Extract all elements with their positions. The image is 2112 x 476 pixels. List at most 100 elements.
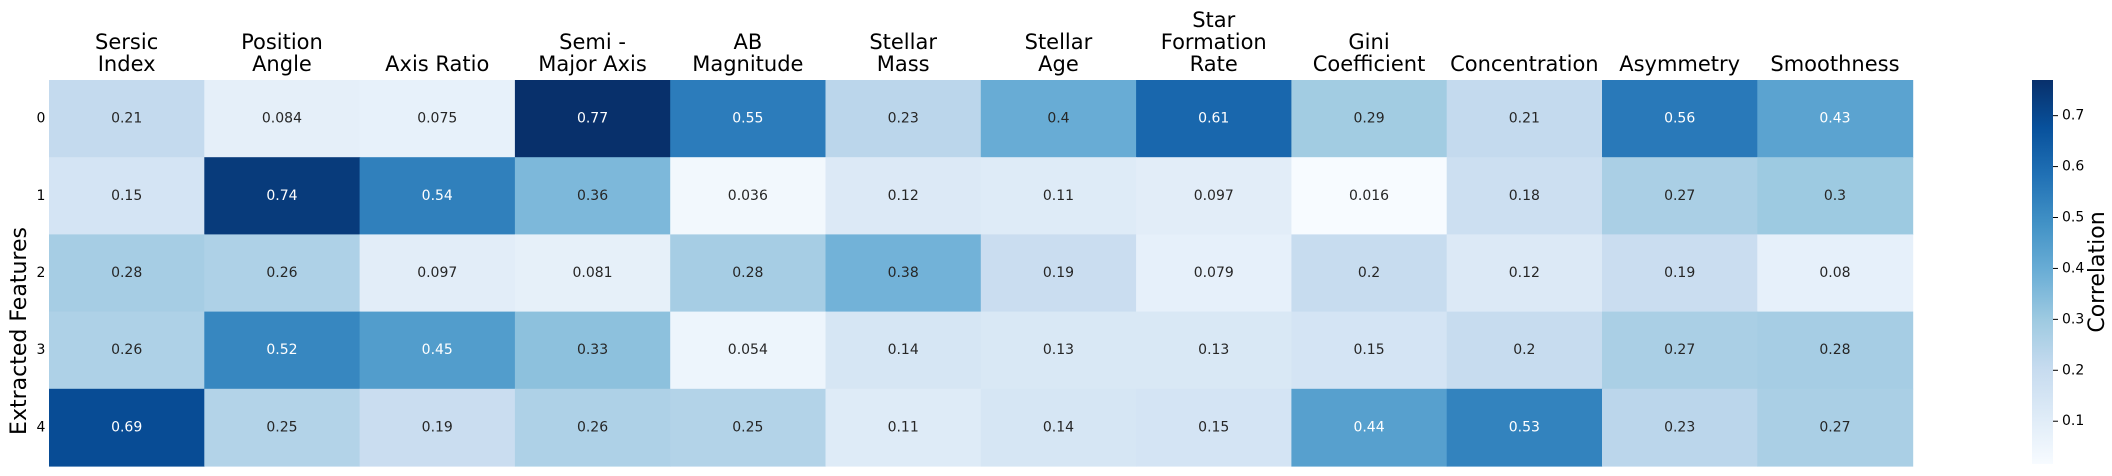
heatmap-cell [1602, 311, 1758, 390]
heatmap-cell [1602, 157, 1758, 235]
heatmap-cell [670, 234, 827, 313]
cell-value-label: 0.4 [1047, 111, 1069, 127]
heatmap-cell [1291, 388, 1448, 467]
heatmap-cell [1291, 234, 1448, 313]
heatmap-cell [1136, 157, 1292, 235]
heatmap-cell [1136, 80, 1292, 158]
cell-value-label: 0.097 [417, 265, 457, 281]
column-label: Stellar Age [1025, 30, 1093, 76]
heatmap-cell [1136, 311, 1292, 390]
heatmap-cell [825, 157, 982, 235]
heatmap-cell [825, 234, 982, 313]
heatmap-cell [670, 80, 827, 158]
heatmap-cell [1291, 311, 1448, 390]
cell-value-label: 0.36 [577, 188, 608, 204]
cell-value-label: 0.14 [1043, 419, 1074, 435]
cell-value-label: 0.26 [111, 342, 142, 358]
heatmap-cell [670, 157, 827, 235]
column-label: Asymmetry [1619, 52, 1740, 76]
row-label: 1 [37, 188, 46, 204]
heatmap-cell [514, 311, 671, 390]
heatmap-cell [670, 311, 827, 390]
column-label: Position Angle [241, 30, 323, 76]
heatmap-cell [980, 80, 1137, 158]
cell-value-label: 0.44 [1353, 419, 1384, 435]
heatmap-cell [980, 388, 1137, 467]
row-label: 4 [37, 419, 46, 435]
cell-value-label: 0.036 [728, 188, 768, 204]
colorbar: 0.1 0.2 0.3 0.4 0.5 0.6 0.7 [2032, 80, 2084, 464]
colorbar-tick-label: 0.1 [2062, 413, 2084, 429]
cell-value-label: 0.2 [1358, 265, 1380, 281]
heatmap-cell [1446, 311, 1603, 390]
column-labels: Sersic Index Position Angle Axis Ratio Semi -… [95, 8, 1899, 76]
cell-value-label: 0.28 [111, 265, 142, 281]
heatmap-cell [514, 388, 671, 467]
heatmap-cell [980, 311, 1137, 390]
colorbar-ticks: 0.1 0.2 0.3 0.4 0.5 0.6 0.7 [2053, 108, 2084, 429]
cell-value-label: 0.08 [1819, 265, 1850, 281]
cell-value-label: 0.19 [1664, 265, 1695, 281]
heatmap-cell [825, 80, 982, 158]
heatmap-cell [1602, 388, 1758, 467]
heatmap-cell [49, 311, 205, 390]
cell-value-label: 0.21 [111, 111, 142, 127]
heatmap-cell [514, 157, 671, 235]
heatmap-cell [1757, 80, 1914, 158]
heatmap-cell [1446, 157, 1603, 235]
heatmap-cell [359, 234, 516, 313]
cell-value-label: 0.016 [1349, 188, 1389, 204]
cell-value-label: 0.77 [577, 111, 608, 127]
heatmap-cell [1291, 80, 1448, 158]
cell-value-label: 0.15 [1198, 419, 1229, 435]
heatmap-cell [1757, 234, 1914, 313]
cell-value-label: 0.52 [266, 342, 297, 358]
cell-value-label: 0.38 [888, 265, 919, 281]
cell-value-label: 0.084 [262, 111, 302, 127]
heatmap-cell [359, 157, 516, 235]
cell-value-label: 0.69 [111, 419, 142, 435]
colorbar-title: Correlation [2085, 211, 2110, 332]
cell-value-label: 0.13 [1043, 342, 1074, 358]
heatmap-cell [1136, 234, 1292, 313]
heatmap-cell [359, 311, 516, 390]
cell-value-label: 0.54 [422, 188, 453, 204]
column-label: AB Magnitude [692, 30, 803, 76]
row-label: 3 [37, 342, 46, 358]
colorbar-tick-label: 0.4 [2062, 260, 2084, 276]
heatmap-cell [49, 388, 205, 467]
colorbar-tick-label: 0.7 [2062, 108, 2084, 124]
cell-value-label: 0.55 [732, 111, 763, 127]
cell-value-label: 0.11 [888, 419, 919, 435]
cell-value-label: 0.56 [1664, 111, 1695, 127]
heatmap-cell [204, 388, 361, 467]
cell-value-label: 0.3 [1824, 188, 1846, 204]
cell-value-label: 0.13 [1198, 342, 1229, 358]
y-axis-title: Extracted Features [7, 227, 32, 435]
row-labels: 0 1 2 3 4 [37, 111, 46, 436]
column-label: Stellar Mass [869, 30, 937, 76]
cell-value-label: 0.19 [1043, 265, 1074, 281]
heatmap-cells: 0.21 0.084 0.075 0.77 0.55 0.23 0.4 0.61 0.29 0.2… [49, 80, 1914, 467]
cell-value-label: 0.19 [422, 419, 453, 435]
heatmap-cell [204, 157, 361, 235]
cell-value-label: 0.28 [732, 265, 763, 281]
heatmap-cell [1757, 157, 1914, 235]
cell-value-label: 0.054 [728, 342, 768, 358]
cell-value-label: 0.26 [577, 419, 608, 435]
heatmap-cell [204, 311, 361, 390]
colorbar-tick-label: 0.5 [2062, 210, 2084, 226]
cell-value-label: 0.14 [888, 342, 919, 358]
heatmap-cell [1757, 388, 1914, 467]
heatmap-cell [825, 311, 982, 390]
heatmap-cell [359, 388, 516, 467]
cell-value-label: 0.18 [1509, 188, 1540, 204]
column-label: Semi -Major Axis [538, 30, 647, 76]
cell-value-label: 0.11 [1043, 188, 1074, 204]
heatmap-cell [49, 157, 205, 235]
column-label: Axis Ratio [385, 52, 489, 76]
cell-value-label: 0.43 [1819, 111, 1850, 127]
heatmap-cell [204, 234, 361, 313]
colorbar-tick-label: 0.6 [2062, 159, 2084, 175]
